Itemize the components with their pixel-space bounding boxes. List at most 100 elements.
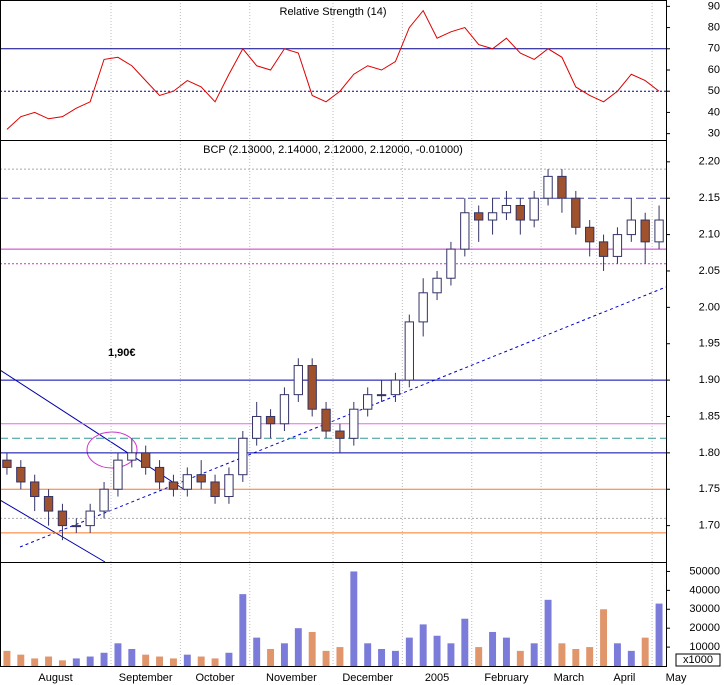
highlight [86, 431, 138, 469]
y-tick-label: 60 [708, 64, 720, 76]
y-tick-label: 50000 [689, 565, 720, 577]
volume-bar [641, 637, 649, 666]
volume-bar [530, 643, 538, 666]
volume-bar [183, 654, 191, 666]
volume-bar [45, 656, 53, 666]
x-tick-label: March [554, 672, 585, 684]
volume-bar [600, 609, 608, 666]
volume-bar [572, 648, 580, 666]
volume-bar [433, 635, 441, 666]
volume-bar [378, 648, 386, 666]
panel-border [0, 562, 667, 667]
trend-line [19, 286, 667, 548]
candle-body [307, 365, 317, 410]
candle-body [626, 219, 636, 236]
volume-bar [322, 650, 330, 666]
candle-body [16, 466, 26, 483]
y-tick-label: 1.70 [699, 520, 720, 532]
candle-body [238, 437, 248, 476]
x-tick-label: October [195, 672, 234, 684]
candle-body [501, 204, 512, 214]
y-tick-label: 1.90 [699, 374, 720, 386]
candle-body [557, 175, 567, 199]
x-tick-label: February [484, 672, 529, 684]
y-tick-label: 1.75 [699, 483, 720, 495]
candle-body [335, 430, 345, 439]
volume-bar [405, 637, 413, 666]
candle-body [2, 459, 12, 468]
volume-bar [239, 594, 247, 666]
trend-line [0, 499, 106, 563]
candle-body [432, 277, 442, 294]
x-tick-label: April [613, 672, 635, 684]
volume-bar [294, 628, 302, 666]
volume-bar [613, 643, 621, 666]
candle-body [321, 408, 331, 432]
volume-bar [655, 603, 663, 666]
volume-bar [447, 643, 455, 666]
y-tick-label: 2.20 [699, 156, 720, 168]
volume-bar [336, 647, 344, 666]
volume-bar [502, 637, 510, 666]
panel-title: BCP (2.13000, 2.14000, 2.12000, 2.12000,… [203, 144, 463, 156]
candle-body [376, 394, 387, 397]
volume-bar [197, 656, 205, 666]
candle-body [85, 510, 95, 527]
volume-bar [627, 650, 635, 666]
volume-bar [558, 643, 566, 666]
candle-body [210, 481, 220, 498]
volume-bar [225, 652, 233, 666]
y-tick-label: 10000 [689, 641, 720, 653]
y-tick-label: 50 [708, 85, 720, 97]
volume-bar [169, 658, 177, 666]
candle-body [390, 379, 401, 396]
candle-body [446, 248, 456, 279]
volume-bar [364, 643, 372, 666]
y-tick-label: 1.85 [699, 410, 720, 422]
candle-body [99, 488, 109, 512]
x-tick-label: December [342, 672, 393, 684]
y-tick-label: 1.80 [699, 447, 720, 459]
y-tick-label: 30 [708, 128, 720, 140]
y-tick-label: 20000 [689, 622, 720, 634]
y-tick-label: 30000 [689, 603, 720, 615]
x-tick-label: August [38, 672, 72, 684]
volume-bar [58, 660, 66, 666]
candle-body [196, 474, 206, 483]
candle-body [515, 204, 525, 221]
candle-body [363, 394, 373, 410]
volume-bar [31, 658, 39, 666]
candle-body [598, 241, 609, 257]
candle-body [418, 292, 428, 323]
candle-body [487, 212, 498, 221]
x-tick-label: November [266, 672, 317, 684]
y-tick-label: 2.00 [699, 301, 720, 313]
y-tick-label: 2.05 [699, 265, 720, 277]
y-tick-label: 40000 [689, 584, 720, 596]
volume-bar [391, 650, 399, 666]
candle-body [182, 474, 192, 490]
candle-body [265, 415, 276, 425]
x-tick-label: 2005 [425, 672, 449, 684]
candle-body [43, 496, 54, 512]
trend-line [0, 369, 186, 491]
candle-body [30, 481, 40, 498]
candle-body [460, 212, 470, 250]
volume-bar [3, 650, 11, 666]
volume-bar [100, 652, 108, 666]
candle-body [113, 459, 123, 490]
volume-bar [211, 658, 219, 666]
volume-bar [419, 624, 427, 666]
y-tick-label: 70 [708, 43, 720, 55]
y-tick-label: 2.10 [699, 228, 720, 240]
y-tick-label: 90 [708, 0, 720, 12]
candle-body [293, 365, 303, 396]
volume-bar [142, 654, 150, 666]
candle-body [141, 452, 151, 468]
candle-body [404, 321, 414, 381]
candle-body [349, 408, 359, 439]
y-tick-label: 1.95 [699, 338, 720, 350]
candle-body [279, 394, 290, 425]
candle-body [543, 175, 553, 199]
